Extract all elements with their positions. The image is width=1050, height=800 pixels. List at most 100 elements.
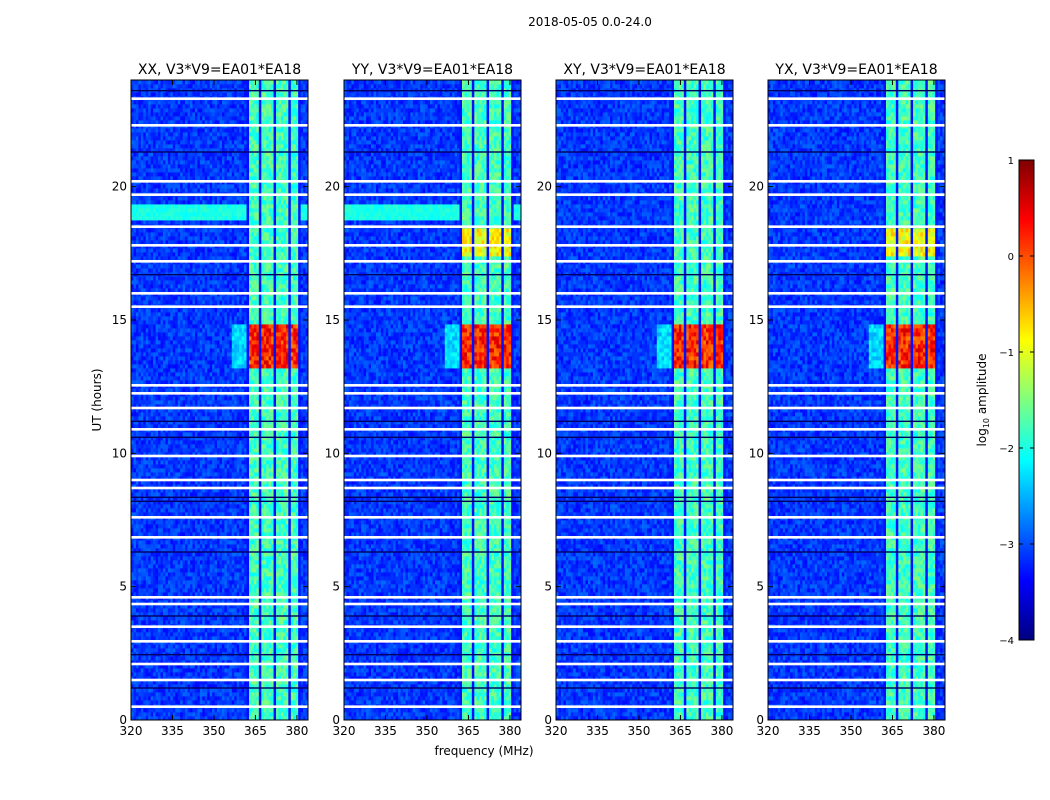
- heatmap-cell: [195, 692, 198, 696]
- heatmap-cell: [151, 696, 154, 700]
- heatmap-cell: [136, 692, 139, 696]
- heatmap-cell: [153, 712, 156, 716]
- heatmap-cell: [247, 700, 250, 704]
- heatmap-cell: [217, 692, 220, 696]
- heatmap-cell: [271, 668, 274, 672]
- heatmap-cell: [229, 696, 232, 700]
- heatmap-cell: [136, 708, 139, 712]
- heatmap-cell: [256, 700, 259, 704]
- heatmap-cell: [232, 700, 235, 704]
- heatmap-cell: [148, 672, 151, 676]
- heatmap-cell: [161, 692, 164, 696]
- heatmap-cell: [183, 692, 186, 696]
- heatmap-cell: [197, 668, 200, 672]
- heatmap-cell: [298, 672, 301, 676]
- heatmap-cell: [279, 692, 282, 696]
- heatmap-cell: [259, 668, 262, 672]
- heatmap-cell: [153, 672, 156, 676]
- heatmap-cell: [274, 708, 277, 712]
- heatmap-cell: [143, 668, 146, 672]
- heatmap-cell: [279, 696, 282, 700]
- heatmap-cell: [288, 700, 291, 704]
- heatmap-cell: [158, 708, 161, 712]
- heatmap-cell: [163, 708, 166, 712]
- heatmap-cell: [224, 692, 227, 696]
- heatmap-cell: [188, 696, 191, 700]
- heatmap-cell: [286, 700, 289, 704]
- heatmap-cell: [276, 708, 279, 712]
- heatmap-cell: [212, 700, 215, 704]
- heatmap-cell: [244, 712, 247, 716]
- heatmap-cell: [276, 700, 279, 704]
- heatmap-cell: [234, 700, 237, 704]
- heatmap-cell: [205, 708, 208, 712]
- heatmap-cell: [293, 712, 296, 716]
- heatmap-cell: [185, 672, 188, 676]
- heatmap-cell: [269, 700, 272, 704]
- heatmap-cell: [220, 668, 223, 672]
- heatmap-cell: [205, 696, 208, 700]
- heatmap-cell: [249, 708, 252, 712]
- heatmap-cell: [205, 712, 208, 716]
- heatmap-cell: [178, 696, 181, 700]
- heatmap-cell: [222, 696, 225, 700]
- heatmap-cell: [261, 700, 264, 704]
- heatmap-cell: [173, 712, 176, 716]
- heatmap-cell: [170, 668, 173, 672]
- heatmap-cell: [274, 700, 277, 704]
- heatmap-cell: [234, 692, 237, 696]
- heatmap-cell: [207, 696, 210, 700]
- heatmap-cell: [251, 668, 254, 672]
- heatmap-cell: [281, 712, 284, 716]
- heatmap-cell: [249, 668, 252, 672]
- heatmap-cell: [138, 696, 141, 700]
- heatmap-cell: [254, 668, 257, 672]
- heatmap-cell: [247, 692, 250, 696]
- heatmap-cell: [202, 712, 205, 716]
- heatmap-cell: [195, 672, 198, 676]
- heatmap-cell: [192, 692, 195, 696]
- heatmap-cell: [133, 700, 136, 704]
- heatmap-cell: [151, 708, 154, 712]
- heatmap-cell: [239, 692, 242, 696]
- heatmap-cell: [207, 692, 210, 696]
- heatmap-cell: [205, 668, 208, 672]
- heatmap-cell: [274, 672, 277, 676]
- heatmap-cell: [303, 672, 306, 676]
- heatmap-cell: [293, 708, 296, 712]
- heatmap-cell: [271, 696, 274, 700]
- heatmap-cell: [163, 696, 166, 700]
- heatmap-cell: [264, 708, 267, 712]
- heatmap-cell: [247, 708, 250, 712]
- heatmap-cell: [251, 672, 254, 676]
- heatmap-cell: [247, 668, 250, 672]
- heatmap-cell: [180, 712, 183, 716]
- heatmap-cell: [227, 712, 230, 716]
- heatmap-cell: [133, 672, 136, 676]
- heatmap-cell: [264, 692, 267, 696]
- heatmap-cell: [261, 696, 264, 700]
- heatmap-cell: [170, 692, 173, 696]
- heatmap-cell: [229, 708, 232, 712]
- heatmap-cell: [153, 692, 156, 696]
- heatmap-cell: [261, 708, 264, 712]
- heatmap-cell: [220, 700, 223, 704]
- heatmap-cell: [249, 672, 252, 676]
- heatmap-cell: [224, 700, 227, 704]
- heatmap-cell: [251, 700, 254, 704]
- heatmap-cell: [158, 696, 161, 700]
- heatmap-cell: [266, 668, 269, 672]
- heatmap-cell: [251, 696, 254, 700]
- heatmap-cell: [259, 700, 262, 704]
- heatmap-cell: [281, 700, 284, 704]
- heatmap-cell: [222, 672, 225, 676]
- heatmap-cell: [274, 692, 277, 696]
- heatmap-cell: [210, 696, 213, 700]
- heatmap-cell: [146, 672, 149, 676]
- heatmap-cell: [286, 708, 289, 712]
- heatmap-cell: [197, 712, 200, 716]
- heatmap-cell: [232, 668, 235, 672]
- heatmap-cell: [133, 668, 136, 672]
- heatmap-cell: [249, 696, 252, 700]
- heatmap-cell: [207, 712, 210, 716]
